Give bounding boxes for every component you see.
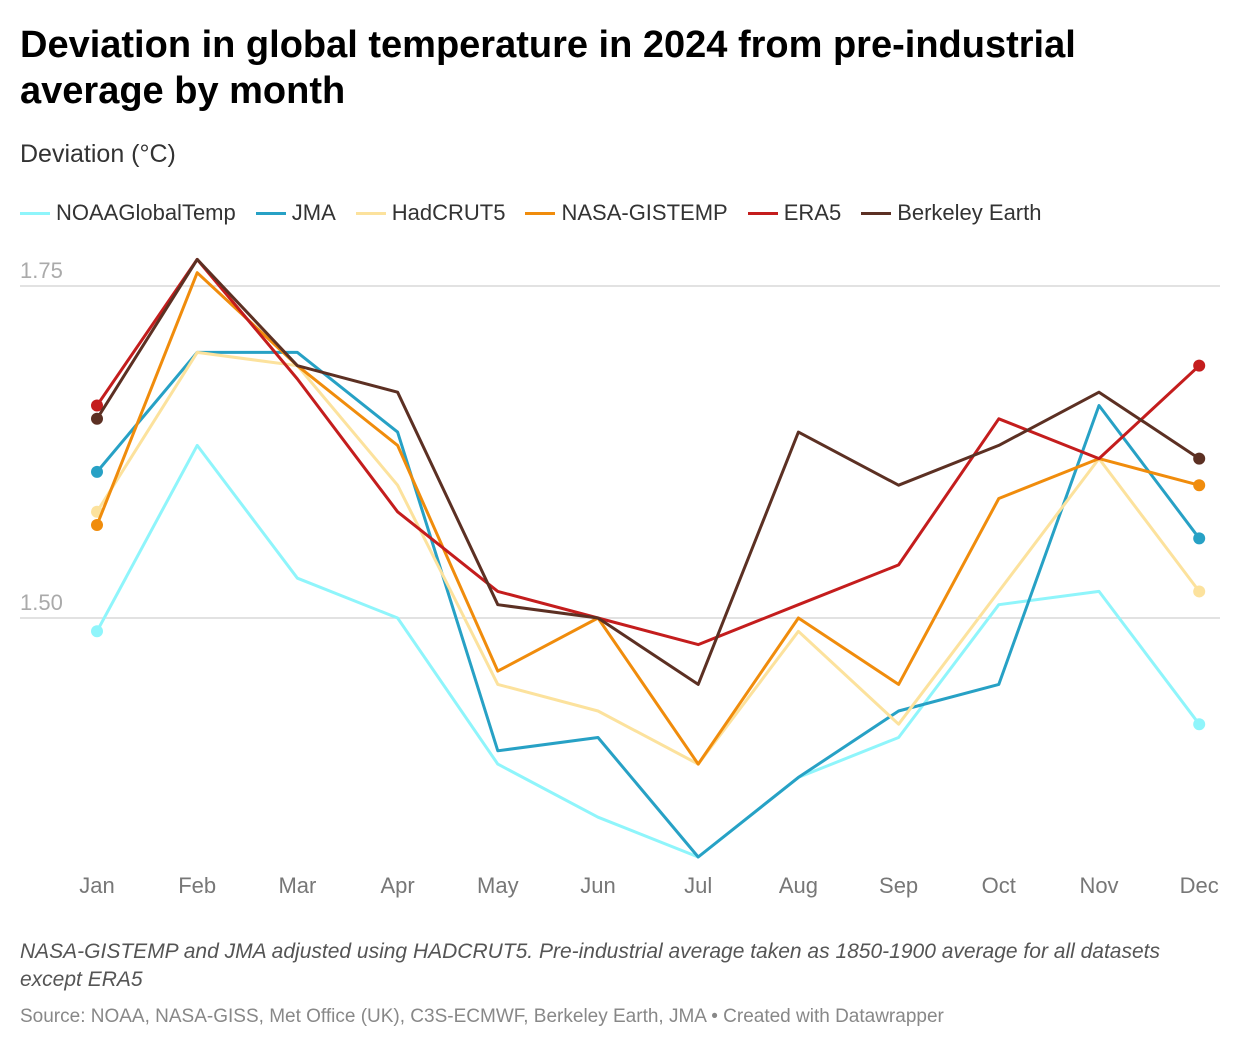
series-point [1193,585,1206,598]
legend-swatch [525,211,556,215]
series-point [91,625,103,638]
x-tick-label: Mar [278,873,316,898]
series-line [95,350,1201,859]
series-line [95,257,1201,686]
series-line [95,271,1201,766]
chart-notes: NASA-GISTEMP and JMA adjusted using HADC… [20,940,1160,991]
legend-label: NASA-GISTEMP [561,200,728,225]
legend-item: ERA5 [747,200,842,226]
series-point [1193,532,1206,545]
x-tick-label: Aug [779,873,818,898]
series-point [91,399,103,412]
chart-legend: NOAAGlobalTemp JMA HadCRUT5 NASA-GISTEMP ERA… [20,200,1061,226]
y-tick-label: 1.50 [20,590,63,615]
legend-swatch [20,211,50,215]
legend-label: ERA5 [783,200,842,225]
x-tick-label: Dec [1180,873,1219,898]
legend-item: HadCRUT5 [355,200,506,226]
legend-label: NOAAGlobalTemp [56,200,236,225]
chart-subtitle: Deviation (°C) [20,140,176,168]
series-line [95,443,1201,859]
x-tick-label: Nov [1079,873,1118,898]
series-point [1193,452,1206,465]
y-tick-label: 1.75 [20,258,63,283]
series-line [95,257,1201,647]
chart-source: Source: NOAA, NASA-GISS, Met Office (UK)… [20,1006,944,1027]
legend-item: Berkeley Earth [861,200,1041,226]
x-tick-label: Jun [580,873,615,898]
chart-title: Deviation in global temperature in 2024 … [20,24,1076,112]
series-point [1193,359,1206,372]
legend-swatch [861,211,892,215]
legend-item: JMA [255,200,336,226]
x-tick-label: Sep [879,873,918,898]
legend-swatch [355,211,386,215]
series-point [1193,718,1206,731]
x-tick-label: Feb [178,873,216,898]
legend-item: NASA-GISTEMP [525,200,728,226]
x-tick-label: Jul [684,873,712,898]
series-point [91,465,103,478]
legend-label: JMA [291,200,336,225]
series-point [91,412,103,425]
x-tick-label: May [477,873,519,898]
legend-swatch [255,211,286,215]
legend-label: HadCRUT5 [391,200,506,225]
x-tick-label: Jan [79,873,114,898]
line-chart: 1.50 1.75 Jan Feb Mar Apr May Jun Jul Aug Sep Oct No… [20,257,1220,898]
series-point [1193,479,1206,492]
series-line [95,350,1201,766]
legend-item: NOAAGlobalTemp [20,200,236,226]
legend-label: Berkeley Earth [897,200,1042,225]
x-tick-label: Oct [982,873,1016,898]
legend-swatch [747,211,778,215]
series-point [91,519,103,532]
x-tick-label: Apr [380,873,414,898]
